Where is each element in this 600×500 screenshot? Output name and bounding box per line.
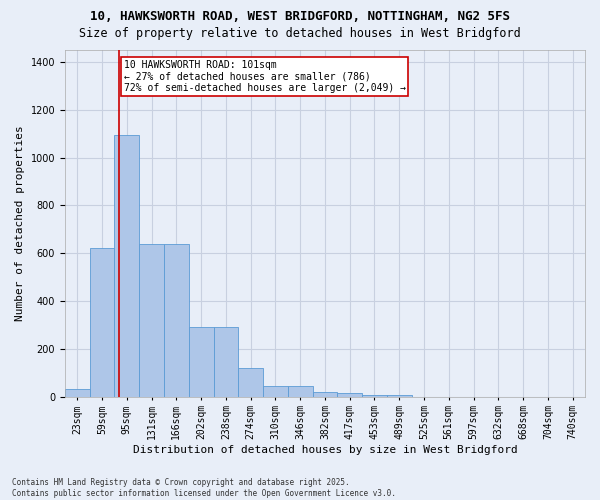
Text: 10 HAWKSWORTH ROAD: 101sqm
← 27% of detached houses are smaller (786)
72% of sem: 10 HAWKSWORTH ROAD: 101sqm ← 27% of deta…	[124, 60, 406, 93]
X-axis label: Distribution of detached houses by size in West Bridgford: Distribution of detached houses by size …	[133, 445, 517, 455]
Bar	[115, 135, 139, 396]
Bar	[313, 392, 337, 396]
Bar	[214, 327, 238, 396]
Bar	[65, 390, 89, 396]
Bar	[238, 368, 263, 396]
Bar	[89, 248, 115, 396]
Text: Contains HM Land Registry data © Crown copyright and database right 2025.
Contai: Contains HM Land Registry data © Crown c…	[12, 478, 396, 498]
Text: Size of property relative to detached houses in West Bridgford: Size of property relative to detached ho…	[79, 28, 521, 40]
Bar	[288, 386, 313, 396]
Bar	[337, 393, 362, 396]
Bar	[189, 327, 214, 396]
Y-axis label: Number of detached properties: Number of detached properties	[15, 126, 25, 321]
Text: 10, HAWKSWORTH ROAD, WEST BRIDGFORD, NOTTINGHAM, NG2 5FS: 10, HAWKSWORTH ROAD, WEST BRIDGFORD, NOT…	[90, 10, 510, 23]
Bar	[164, 244, 189, 396]
Bar	[139, 244, 164, 396]
Bar	[263, 386, 288, 396]
